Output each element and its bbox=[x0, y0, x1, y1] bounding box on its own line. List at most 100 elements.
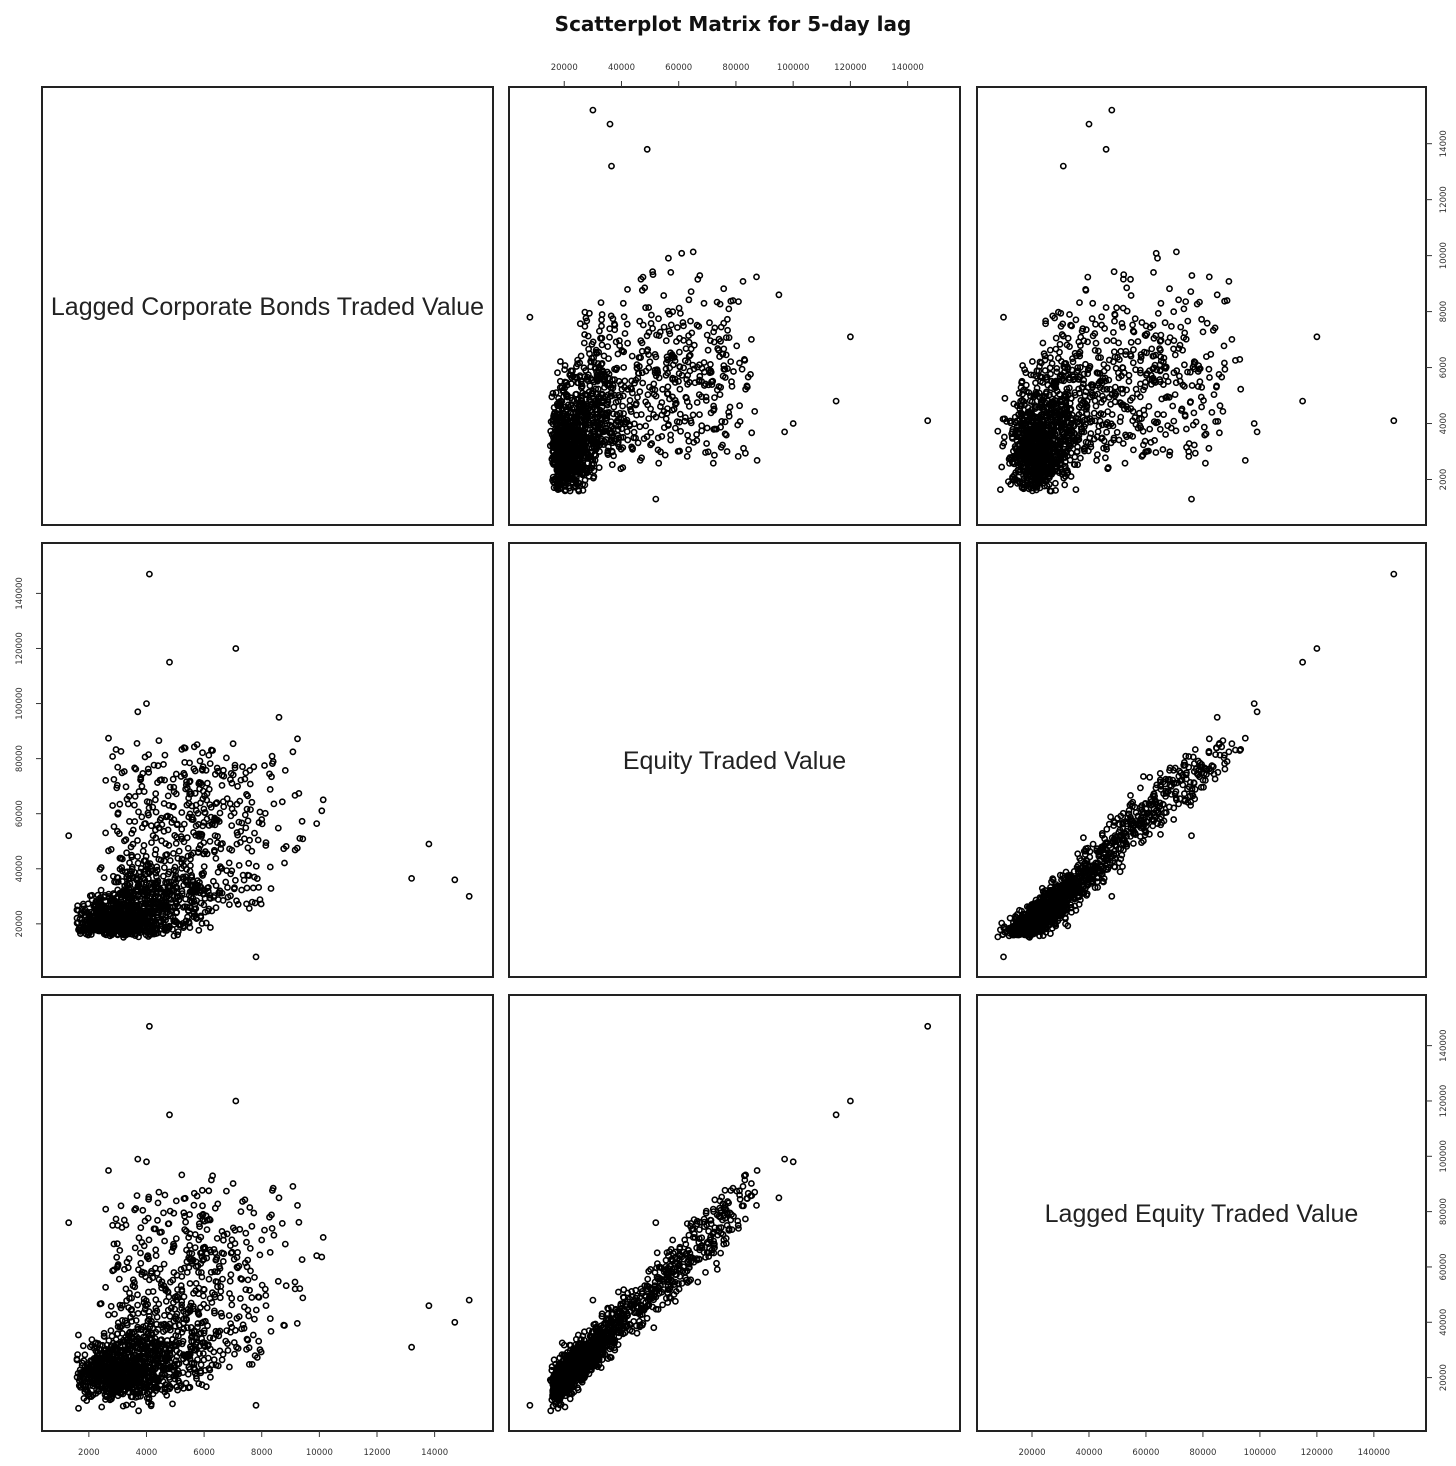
data-point bbox=[184, 844, 192, 852]
data-point bbox=[1098, 313, 1105, 321]
data-point bbox=[600, 352, 608, 360]
data-point bbox=[247, 806, 254, 813]
data-point bbox=[1181, 361, 1188, 369]
data-point bbox=[195, 779, 203, 786]
data-point bbox=[642, 367, 650, 375]
data-point bbox=[619, 402, 626, 410]
data-point bbox=[612, 338, 620, 346]
data-point bbox=[163, 851, 171, 858]
data-point bbox=[721, 430, 729, 438]
data-point bbox=[1092, 402, 1100, 410]
data-point bbox=[1123, 307, 1131, 315]
data-point bbox=[600, 441, 607, 448]
data-point bbox=[596, 414, 604, 422]
data-point bbox=[223, 867, 231, 874]
data-point bbox=[704, 448, 712, 456]
data-point bbox=[646, 383, 653, 391]
data-point bbox=[138, 782, 146, 790]
data-point bbox=[256, 808, 264, 816]
data-point bbox=[1178, 405, 1186, 413]
data-point bbox=[1170, 308, 1178, 316]
data-point bbox=[1236, 355, 1244, 363]
data-point bbox=[685, 437, 693, 445]
data-point bbox=[114, 810, 122, 818]
panel-lagged_equity-vs-bonds bbox=[41, 994, 494, 1432]
data-point bbox=[604, 451, 612, 458]
data-point bbox=[644, 401, 651, 409]
data-point bbox=[742, 449, 749, 457]
data-point bbox=[174, 854, 182, 862]
data-point bbox=[134, 853, 141, 860]
data-point bbox=[589, 338, 597, 346]
data-point bbox=[619, 444, 627, 451]
data-point bbox=[161, 857, 168, 865]
data-point bbox=[1067, 473, 1075, 480]
data-point bbox=[1102, 454, 1109, 462]
data-point bbox=[1052, 479, 1059, 487]
data-point bbox=[567, 441, 575, 449]
data-point bbox=[627, 405, 634, 413]
data-point bbox=[664, 356, 672, 364]
data-point bbox=[716, 300, 724, 308]
data-point bbox=[1161, 319, 1169, 327]
data-point bbox=[554, 369, 561, 377]
data-point bbox=[998, 463, 1006, 471]
data-point bbox=[719, 372, 727, 380]
data-point bbox=[231, 876, 239, 884]
data-point bbox=[1237, 385, 1245, 393]
data-point bbox=[634, 393, 641, 401]
data-point bbox=[1055, 354, 1062, 362]
data-point bbox=[581, 481, 589, 489]
data-point bbox=[584, 332, 592, 340]
data-point bbox=[246, 780, 254, 788]
data-point bbox=[642, 304, 649, 312]
data-point bbox=[592, 365, 600, 372]
data-point bbox=[261, 809, 269, 817]
data-point bbox=[114, 763, 122, 771]
data-point bbox=[549, 440, 557, 448]
data-point bbox=[1081, 392, 1089, 400]
data-point bbox=[1154, 254, 1161, 262]
data-point bbox=[235, 862, 243, 869]
data-point bbox=[1154, 309, 1162, 317]
data-point bbox=[690, 341, 698, 349]
data-point bbox=[673, 338, 680, 345]
data-point bbox=[555, 465, 563, 473]
data-point bbox=[1101, 324, 1108, 332]
data-point bbox=[1220, 342, 1228, 350]
data-point bbox=[657, 448, 664, 456]
data-point bbox=[1156, 337, 1164, 345]
data-point bbox=[599, 398, 606, 406]
data-point bbox=[206, 838, 214, 845]
data-point bbox=[580, 449, 588, 457]
data-point bbox=[1188, 272, 1196, 279]
data-point bbox=[566, 455, 573, 463]
data-point bbox=[1190, 441, 1198, 449]
data-point bbox=[1093, 456, 1100, 464]
data-point bbox=[1111, 317, 1118, 325]
data-point bbox=[565, 482, 573, 490]
data-point bbox=[592, 346, 600, 354]
data-point bbox=[1091, 346, 1099, 354]
data-point bbox=[526, 313, 534, 321]
data-point bbox=[609, 439, 617, 447]
data-point bbox=[134, 859, 142, 867]
data-point bbox=[581, 420, 589, 428]
data-point bbox=[1046, 346, 1054, 354]
data-point bbox=[1105, 393, 1113, 401]
data-point bbox=[1198, 315, 1205, 323]
data-point bbox=[644, 391, 652, 399]
data-point bbox=[590, 440, 598, 447]
data-point bbox=[210, 846, 218, 854]
data-point bbox=[1181, 412, 1189, 420]
data-point bbox=[595, 464, 603, 471]
data-point bbox=[294, 735, 301, 743]
data-point bbox=[65, 832, 73, 840]
data-point bbox=[684, 380, 691, 388]
data-point bbox=[623, 428, 631, 435]
data-point bbox=[88, 891, 96, 899]
data-point bbox=[1141, 383, 1149, 391]
data-point bbox=[1084, 338, 1091, 346]
data-point bbox=[703, 424, 711, 432]
data-point bbox=[212, 882, 220, 889]
